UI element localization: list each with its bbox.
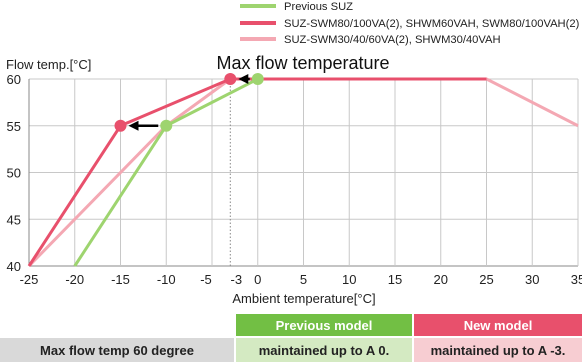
legend: Previous SUZ SUZ-SWM80/100VA(2), SHWM60VA… — [240, 1, 580, 46]
x-tick-label: -5 — [200, 272, 212, 287]
series-line — [27, 77, 487, 267]
shift-arrow-head — [238, 74, 249, 84]
legend-label: SUZ-SWM30/40/60VA(2), SHWM30/40VAH — [284, 34, 501, 46]
x-tick-label: -25 — [20, 272, 39, 287]
y-tick-label: 45 — [7, 212, 21, 227]
x-tick-label: 30 — [525, 272, 539, 287]
tick-labels: 40 45 50 55 60 -25 -20 -15 -10 -5 -3 0 5 10 15 20 25 30 35 — [7, 72, 582, 287]
y-tick-label: 40 — [7, 259, 21, 274]
x-tick-label: 20 — [434, 272, 448, 287]
x-axis-label: Ambient temperature[°C] — [232, 291, 375, 306]
y-tick-label: 55 — [7, 119, 21, 134]
x-tick-label: -10 — [157, 272, 176, 287]
flow-temperature-chart: 40 45 50 55 60 -25 -20 -15 -10 -5 -3 0 5 10 15 20 25 30 35… — [6, 1, 582, 306]
legend-label: SUZ-SWM80/100VA(2), SHWM60VAH, SWM80/100… — [284, 18, 580, 30]
data-marker — [160, 119, 173, 132]
x-tick-label: -20 — [65, 272, 84, 287]
legend-label: Previous SUZ — [284, 1, 353, 13]
new-model-header: New model — [414, 314, 582, 336]
x-tick-label: 35 — [571, 272, 582, 287]
y-axis-label: Flow temp.[°C] — [6, 57, 91, 72]
x-tick-label: -15 — [111, 272, 130, 287]
grid-lines — [28, 78, 579, 267]
x-tick-label: -3 — [231, 272, 243, 287]
shift-arrow-head — [128, 120, 139, 131]
data-markers — [114, 73, 264, 132]
comparison-table: Previous model New model Max flow temp 6… — [0, 314, 582, 362]
y-tick-label: 60 — [7, 72, 21, 87]
shift-arrows — [128, 74, 250, 131]
x-tick-label: 10 — [342, 272, 356, 287]
previous-model-header: Previous model — [236, 314, 412, 336]
new-model-value: maintained up to A -3. — [414, 338, 582, 362]
data-marker — [251, 73, 264, 85]
x-tick-label: 15 — [388, 272, 402, 287]
x-tick-label: 5 — [300, 272, 307, 287]
data-marker — [114, 119, 127, 132]
x-tick-label: 25 — [479, 272, 493, 287]
chart-title: Max flow temperature — [216, 53, 389, 73]
x-tick-label: 0 — [254, 272, 261, 287]
row-label: Max flow temp 60 degree — [0, 338, 234, 362]
y-tick-label: 50 — [7, 166, 21, 181]
previous-model-value: maintained up to A 0. — [236, 338, 412, 362]
data-marker — [224, 73, 237, 85]
